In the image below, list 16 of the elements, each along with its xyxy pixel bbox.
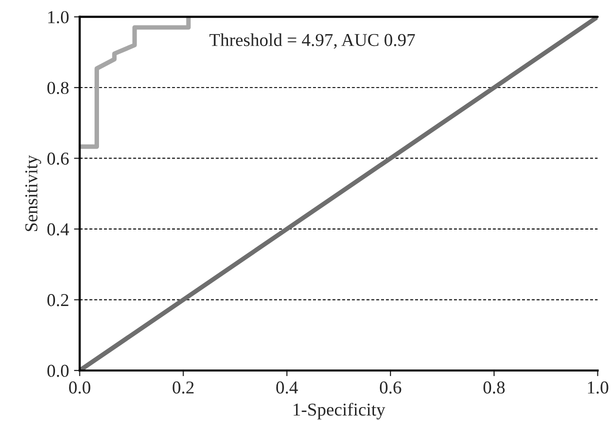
y-tick-label: 0.2 xyxy=(47,294,68,306)
x-tick-label: 0.2 xyxy=(172,381,194,394)
y-tick-label: 0.8 xyxy=(47,82,69,94)
x-tick-label: 0.6 xyxy=(380,381,402,394)
x-axis-title: 1-Specificity xyxy=(294,402,386,420)
x-tick-label: 0.0 xyxy=(69,381,90,394)
y-tick-label: 0.6 xyxy=(47,152,69,165)
line-series xyxy=(80,16,191,149)
x-tick-label: 0.8 xyxy=(483,381,505,394)
y-axis-title: Sensitivity xyxy=(25,155,42,232)
x-tick-label: 1.0 xyxy=(588,381,608,394)
y-tick-label: 1.0 xyxy=(48,11,69,24)
y-tick-label: 0.4 xyxy=(47,223,69,236)
annotation: Threshold = 4.97, AUC 0.97 xyxy=(210,33,415,49)
y-tick-label: 0.0 xyxy=(47,364,69,377)
x-tick-label: 0.4 xyxy=(276,381,298,394)
